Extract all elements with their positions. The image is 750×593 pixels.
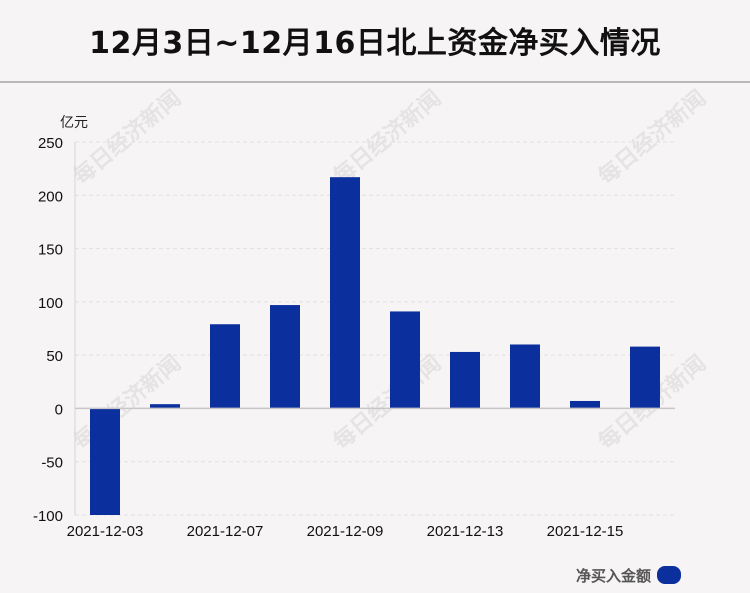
legend-swatch bbox=[657, 566, 682, 584]
x-tick-label: 2021-12-03 bbox=[67, 523, 144, 540]
y-tick-label: 50 bbox=[46, 348, 63, 365]
bar bbox=[150, 404, 180, 409]
bar bbox=[90, 408, 120, 515]
legend-label: 净买入金额 bbox=[576, 566, 652, 585]
bar bbox=[330, 177, 360, 409]
x-tick-label: 2021-12-15 bbox=[547, 523, 624, 540]
bar bbox=[210, 324, 240, 409]
bar bbox=[390, 311, 420, 409]
bar bbox=[510, 344, 540, 409]
y-tick-label: -50 bbox=[41, 455, 63, 472]
x-tick-label: 2021-12-07 bbox=[187, 523, 264, 540]
bar bbox=[630, 346, 660, 409]
y-tick-label: 100 bbox=[38, 295, 63, 312]
x-tick-label: 2021-12-09 bbox=[307, 523, 384, 540]
title-divider bbox=[0, 81, 750, 83]
bar bbox=[450, 351, 480, 409]
y-tick-label: 0 bbox=[55, 401, 63, 418]
y-axis-unit-label: 亿元 bbox=[60, 115, 88, 131]
y-tick-label: 250 bbox=[38, 135, 63, 152]
y-tick-label: -100 bbox=[33, 508, 63, 525]
x-tick-label: 2021-12-13 bbox=[427, 523, 504, 540]
chart-title: 12月3日~12月16日北上资金净买入情况 bbox=[89, 26, 661, 61]
bar bbox=[570, 400, 600, 409]
y-tick-label: 200 bbox=[38, 188, 63, 205]
legend: 净买入金额 bbox=[576, 564, 682, 586]
y-tick-label: 150 bbox=[38, 242, 63, 259]
bar bbox=[270, 305, 300, 409]
